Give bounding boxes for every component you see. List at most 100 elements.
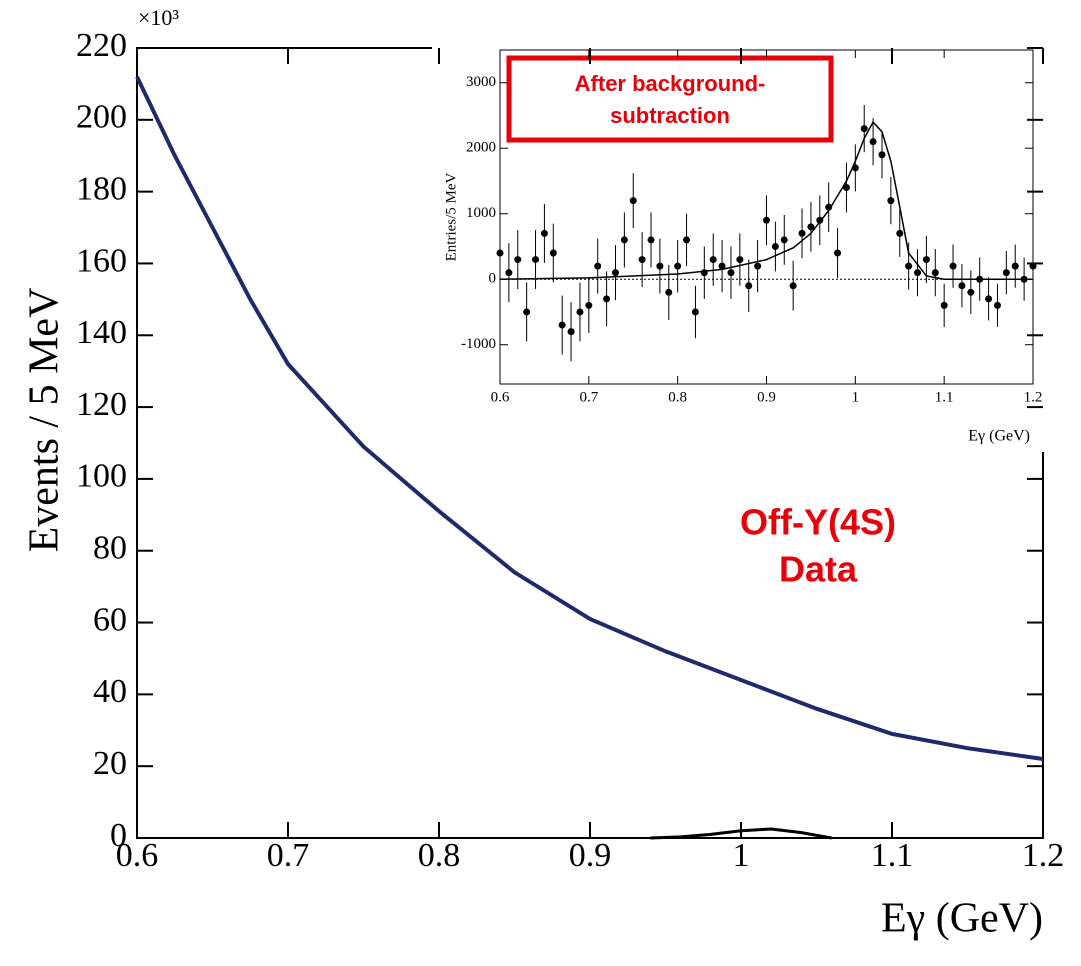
data-point [683, 236, 691, 244]
y-tick-label: 0 [489, 271, 497, 287]
data-point [807, 223, 815, 231]
x-tick-label: 0.9 [569, 837, 612, 874]
y-tick-label: 220 [76, 27, 127, 64]
data-point [656, 262, 664, 270]
y-tick-label: 180 [76, 170, 127, 207]
y-axis-label: Events / 5 MeV [22, 288, 68, 553]
annotation: subtraction [610, 103, 730, 128]
data-point [700, 269, 708, 277]
data-point [860, 125, 868, 133]
data-point [967, 288, 975, 296]
inset-x-label: Eγ (GeV) [968, 428, 1030, 445]
x-tick-label: 1.1 [935, 389, 954, 405]
data-point [691, 308, 699, 316]
x-axis-label: Eγ (GeV) [881, 896, 1043, 942]
data-point [532, 256, 540, 264]
data-point [958, 282, 966, 290]
data-point [834, 249, 842, 257]
data-point [629, 197, 637, 205]
data-point [620, 236, 628, 244]
data-point [985, 295, 993, 303]
data-point [585, 301, 593, 309]
data-point [789, 282, 797, 290]
data-point [540, 229, 548, 237]
x-tick-label: 0.7 [267, 837, 310, 874]
data-point [505, 269, 513, 277]
y-tick-label: 1000 [466, 205, 496, 221]
data-point [603, 295, 611, 303]
data-point [718, 262, 726, 270]
data-point [549, 249, 557, 257]
y-tick-label: 120 [76, 386, 127, 423]
data-point [931, 269, 939, 277]
data-point [594, 262, 602, 270]
fit-line [499, 120, 1033, 280]
annotation: Off-Υ(4S) [740, 502, 896, 543]
data-point [842, 184, 850, 192]
x-tick-label: 0.8 [668, 389, 687, 405]
inset-y-label: Entries/5 MeV [443, 172, 459, 261]
y-tick-label: 80 [93, 530, 127, 567]
x-tick-label: 0.7 [579, 389, 598, 405]
data-point [514, 256, 522, 264]
data-point [558, 321, 566, 329]
data-point [940, 301, 948, 309]
data-point [674, 262, 682, 270]
data-point [771, 242, 779, 250]
y-tick-label: 200 [76, 99, 127, 136]
data-point [914, 269, 922, 277]
y-tick-label: 160 [76, 242, 127, 279]
y-tick-label: 40 [93, 673, 127, 710]
data-point [922, 256, 930, 264]
data-point [798, 229, 806, 237]
data-point [1002, 269, 1010, 277]
y-tick-label: -1000 [461, 336, 496, 352]
y-tick-label: 20 [93, 745, 127, 782]
data-point [736, 256, 744, 264]
data-point [905, 262, 913, 270]
y-tick-label: 100 [76, 458, 127, 495]
data-point [887, 197, 895, 205]
data-point [567, 328, 575, 336]
data-point [727, 269, 735, 277]
data-point [665, 288, 673, 296]
y-multiplier: ×10³ [138, 5, 179, 30]
x-tick-label: 1.2 [1024, 389, 1043, 405]
data-point [754, 262, 762, 270]
annotation: Data [779, 549, 858, 590]
y-tick-label: 3000 [466, 74, 496, 90]
x-tick-label: 1.2 [1022, 837, 1065, 874]
y-tick-label: 0 [110, 817, 127, 854]
data-point [1029, 262, 1037, 270]
data-line [650, 827, 832, 840]
x-tick-label: 0.6 [116, 837, 159, 874]
data-point [745, 282, 753, 290]
data-point [638, 256, 646, 264]
data-point [611, 269, 619, 277]
x-tick-label: 1 [733, 837, 750, 874]
y-tick-label: 140 [76, 314, 127, 351]
data-point [878, 151, 886, 159]
data-point [780, 236, 788, 244]
y-tick-label: 60 [93, 601, 127, 638]
data-point [896, 229, 904, 237]
data-point [523, 308, 531, 316]
data-point [949, 262, 957, 270]
data-point [869, 138, 877, 146]
x-tick-label: 1 [852, 389, 860, 405]
x-tick-label: 0.6 [491, 389, 510, 405]
data-point [576, 308, 584, 316]
data-point [496, 249, 504, 257]
x-tick-label: 0.8 [418, 837, 461, 874]
x-tick-label: 1.1 [871, 837, 914, 874]
data-point [763, 216, 770, 224]
x-tick-label: 0.9 [757, 389, 776, 405]
y-tick-label: 2000 [466, 140, 496, 156]
data-line [135, 75, 1044, 761]
inset-annotation-box [506, 55, 834, 143]
data-point [1011, 262, 1019, 270]
data-point [709, 256, 717, 264]
data-point [647, 236, 655, 244]
data-point [993, 301, 1001, 309]
